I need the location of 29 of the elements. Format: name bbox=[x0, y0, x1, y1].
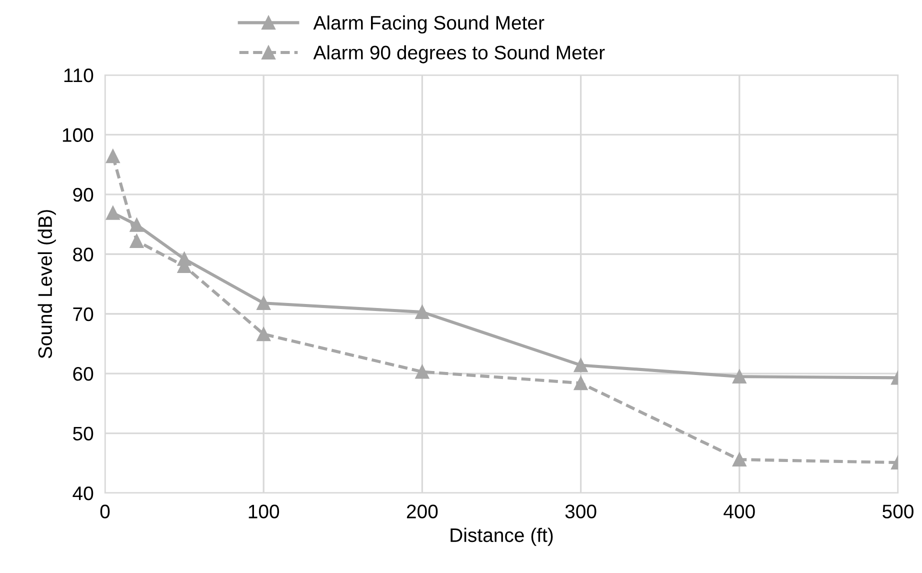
point bbox=[732, 452, 746, 467]
y-tick-label: 50 bbox=[73, 426, 94, 441]
point bbox=[574, 358, 588, 372]
x-tick-label: 100 bbox=[248, 504, 280, 518]
point bbox=[256, 296, 271, 310]
point bbox=[732, 370, 746, 384]
y-tick-label: 80 bbox=[73, 248, 94, 262]
y-tick-label: 100 bbox=[62, 128, 94, 142]
y-axis-title: Sound Level (dB) bbox=[38, 210, 56, 358]
point bbox=[415, 305, 430, 320]
y-tick-label: 110 bbox=[64, 68, 94, 82]
point bbox=[106, 206, 120, 220]
x-tick-label: 200 bbox=[406, 504, 438, 518]
point bbox=[106, 149, 120, 164]
y-tick-label: 70 bbox=[73, 307, 94, 322]
point bbox=[415, 364, 430, 379]
point bbox=[574, 376, 588, 390]
legend-label: Alarm Facing Sound Meter bbox=[313, 15, 544, 34]
point bbox=[130, 234, 144, 248]
x-axis-title: Distance (ft) bbox=[450, 528, 553, 546]
x-tick-label: 300 bbox=[565, 504, 596, 518]
x-tick-label: 400 bbox=[724, 504, 755, 518]
x-tick-label: 500 bbox=[882, 504, 914, 518]
point bbox=[256, 327, 271, 342]
y-tick-label: 60 bbox=[73, 367, 94, 381]
legend-label: Alarm 90 degrees to Sound Meter bbox=[313, 45, 605, 64]
y-tick-label: 40 bbox=[72, 486, 94, 500]
x-tick-label: 0 bbox=[100, 504, 110, 518]
y-tick-label: 90 bbox=[73, 188, 94, 202]
